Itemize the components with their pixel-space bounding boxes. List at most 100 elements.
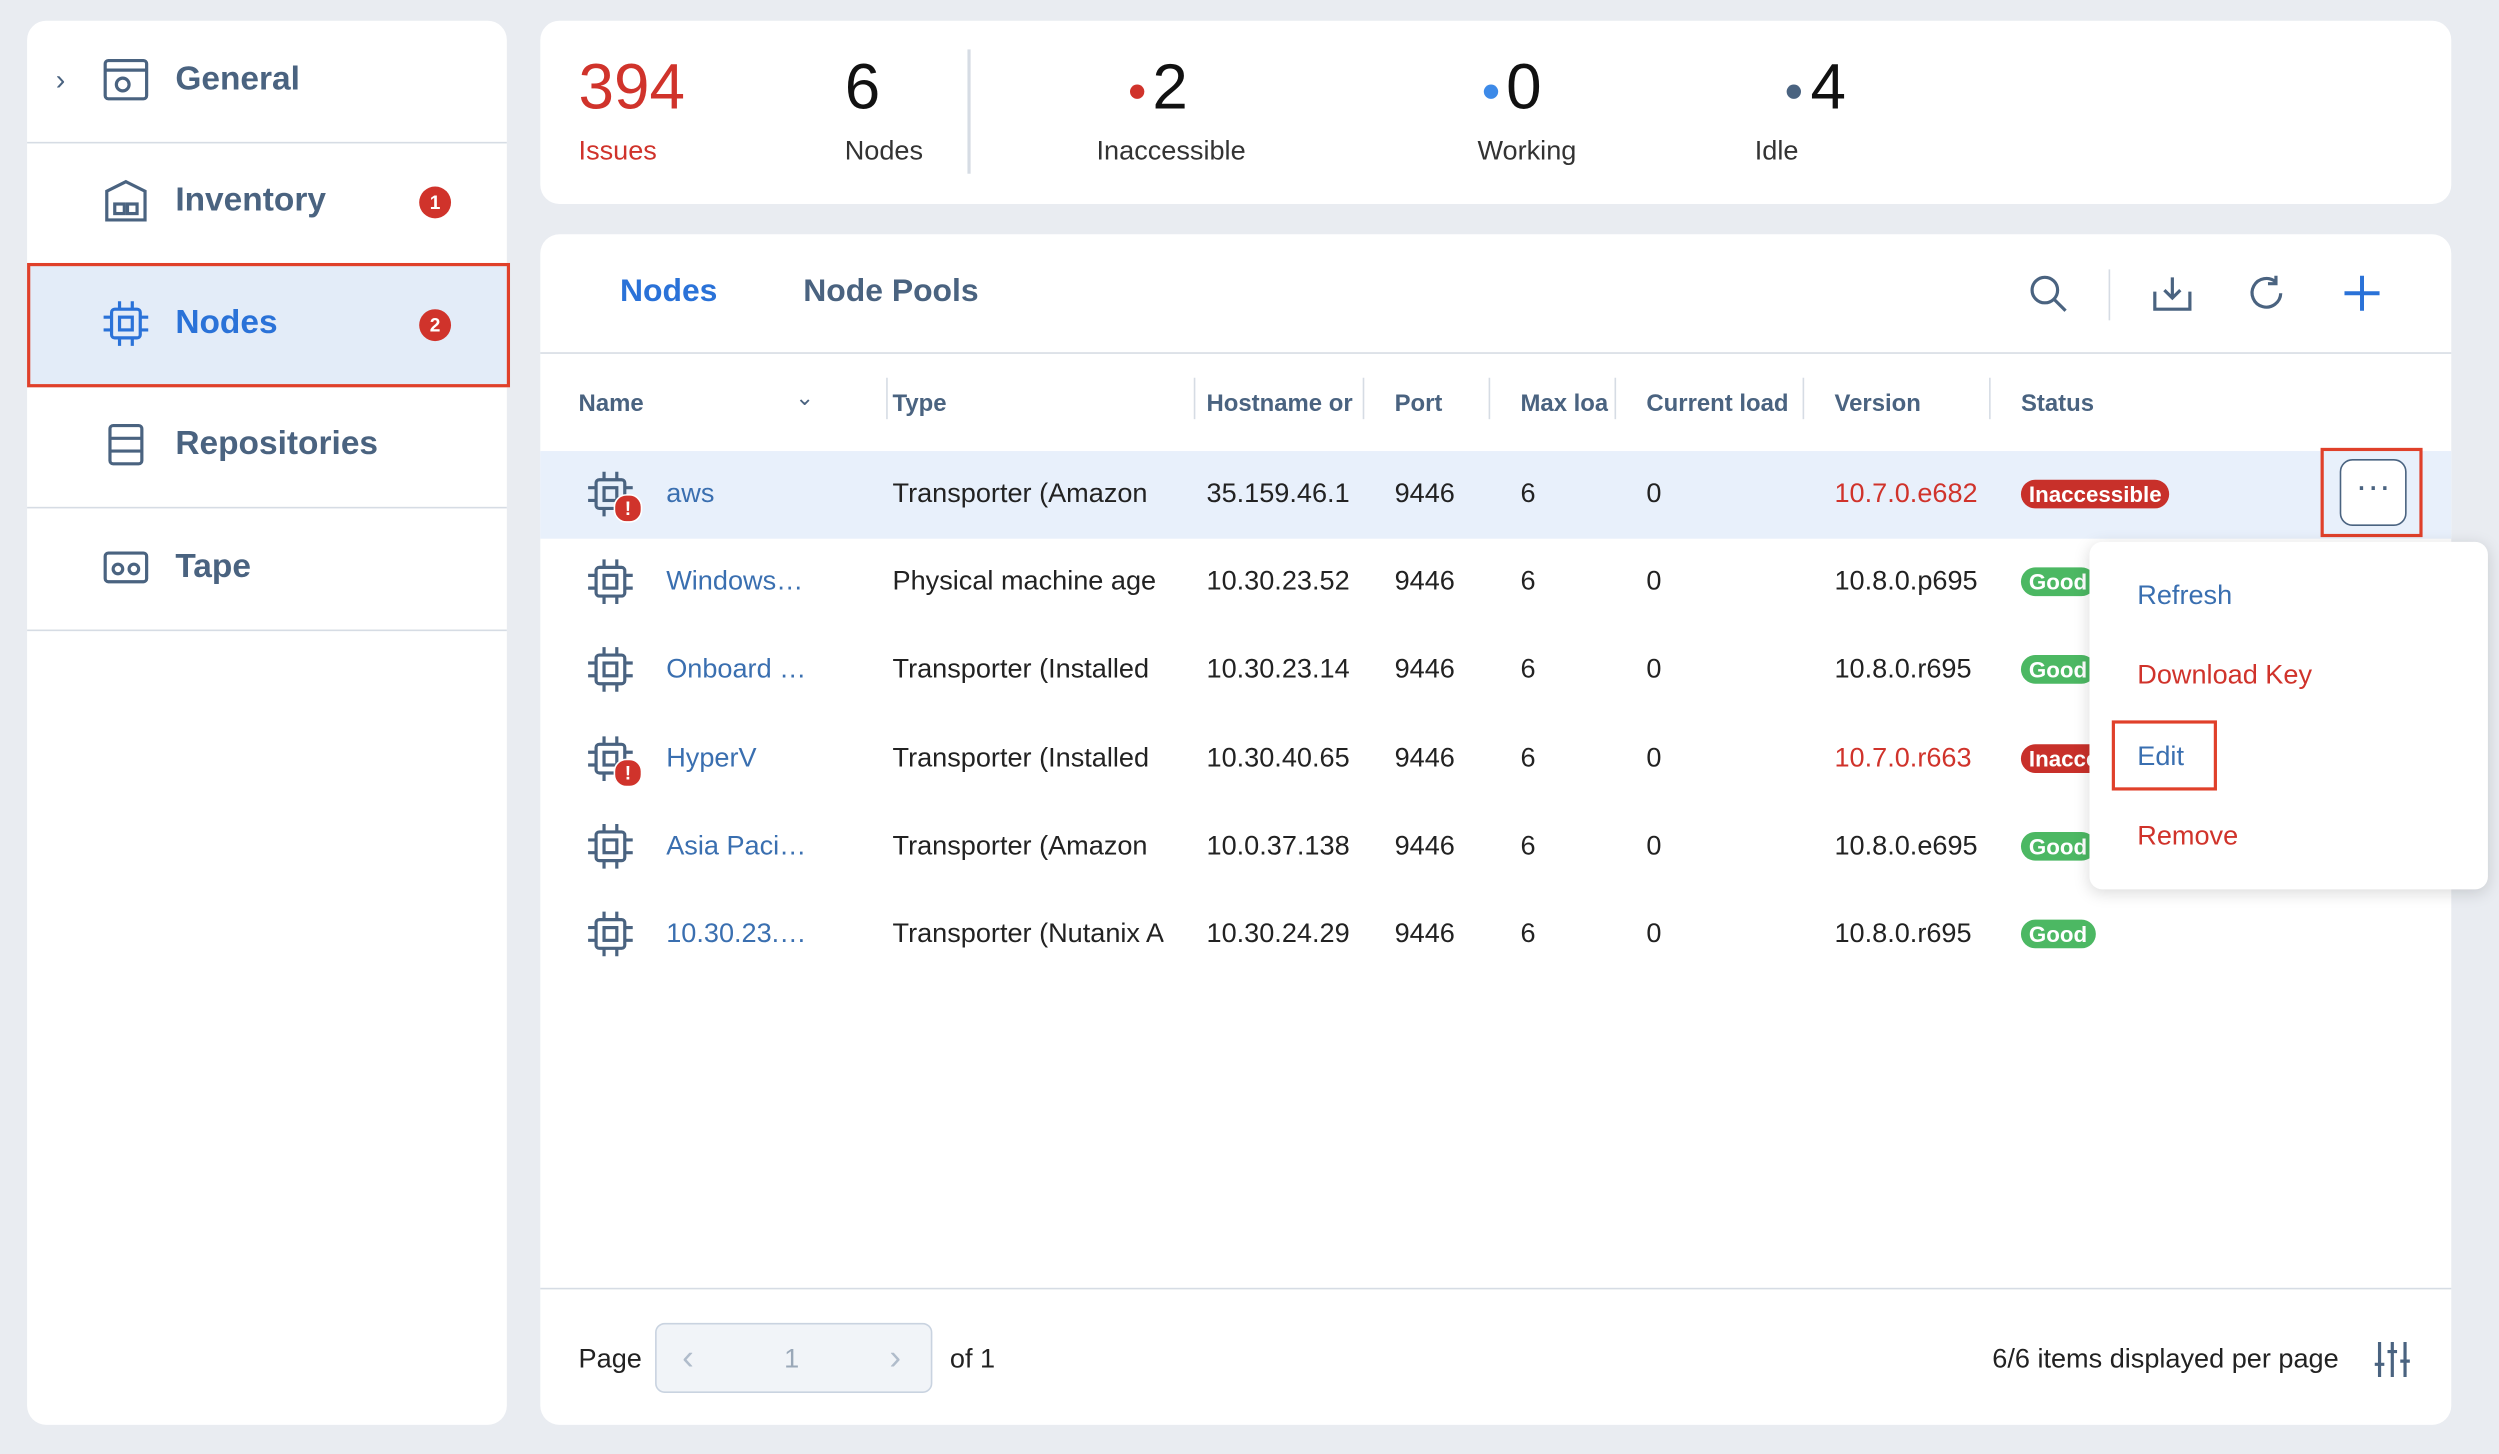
menu-item[interactable]: Refresh	[2137, 580, 2233, 611]
menu-item[interactable]: Edit	[2137, 740, 2184, 771]
sidebar-item[interactable]: Inventory 1	[27, 142, 507, 266]
cell-current-load: 0	[1646, 742, 1662, 773]
label: Tape	[175, 547, 251, 585]
icon	[100, 298, 151, 357]
prev[interactable]: ‹	[682, 1337, 694, 1378]
column-header: Status	[2020, 390, 2095, 418]
badge: 1	[419, 187, 452, 219]
cell-version: 10.7.0.r663	[1834, 742, 1972, 773]
sidebar-item[interactable]: Repositories	[27, 386, 507, 509]
cell-current-load: 0	[1646, 478, 1662, 509]
cell-type: Transporter (Installed	[892, 742, 1150, 773]
column-divider	[1488, 377, 1491, 420]
badge: 2	[419, 308, 452, 341]
node-icon	[585, 557, 636, 616]
column-header: Max loa	[1520, 390, 1609, 418]
more-button[interactable]: ···	[2339, 459, 2407, 526]
cell-version: 10.8.0.r695	[1834, 654, 1972, 685]
icon	[100, 176, 151, 235]
label: Repositories	[175, 425, 379, 463]
cell-type: Transporter (Installed	[892, 654, 1150, 685]
cell-version: 10.7.0.e682	[1834, 478, 1978, 509]
tabs-border	[540, 352, 2452, 354]
cell-hostname: 10.30.24.29	[1206, 918, 1350, 949]
page-total: of 1	[949, 1343, 996, 1374]
cell-hostname: 10.30.23.52	[1206, 566, 1350, 597]
cell-port: 9446	[1394, 566, 1455, 597]
table-row[interactable]: 10.30.23.… Transporter (Nutanix A 10.30.24…	[540, 891, 2451, 979]
next[interactable]: ›	[889, 1337, 902, 1378]
menu-item[interactable]: Remove	[2137, 820, 2239, 851]
state-label: Idle	[1754, 135, 1799, 166]
page-number[interactable]: 1	[784, 1343, 800, 1374]
column-header: Type	[892, 390, 947, 418]
alert-icon: !	[613, 758, 643, 787]
sort-icon[interactable]: ⌄	[795, 384, 815, 410]
table-row[interactable]: ! aws Transporter (Amazon 35.159.46.1 9446 6 0…	[540, 451, 2452, 539]
label: General	[175, 60, 300, 98]
toolbar-button[interactable]	[2027, 273, 2068, 322]
column-header: Port	[1394, 390, 1443, 418]
tab[interactable]: Node Pools	[803, 274, 979, 310]
label: Nodes	[175, 304, 278, 341]
dot	[1130, 84, 1145, 99]
state-label: Working	[1477, 135, 1577, 166]
issues-label: Issues	[578, 135, 657, 166]
column-divider	[1989, 377, 1991, 420]
cell-current-load: 0	[1646, 830, 1662, 861]
divider	[2108, 269, 2111, 321]
table-row[interactable]: Windows… Physical machine age 10.30.23.52 9…	[540, 539, 2451, 627]
cell-version: 10.8.0.p695	[1834, 566, 1978, 597]
toolbar-button[interactable]	[2246, 273, 2287, 322]
status-badge: Good	[2020, 655, 2096, 685]
cell-name: HyperV	[666, 742, 757, 773]
dot	[1483, 84, 1499, 99]
edit-outline	[2111, 720, 2217, 791]
cell-hostname: 10.30.23.14	[1206, 654, 1350, 685]
summary-card: 394 Issues 6 Nodes 2 Inaccessible 0 Working 4 Idl…	[540, 20, 2452, 205]
sidebar-item[interactable]: › General	[27, 21, 507, 144]
cell-name: Asia Paci…	[666, 830, 807, 861]
selection-outline	[27, 262, 511, 387]
pager: ‹ 1 ›	[655, 1322, 933, 1393]
toolbar-button[interactable]	[2341, 273, 2382, 322]
chevron: ›	[55, 63, 66, 96]
icon	[100, 541, 151, 600]
tab[interactable]: Nodes	[619, 274, 718, 310]
cell-type: Transporter (Amazon	[892, 830, 1148, 861]
column-header: Version	[1834, 390, 1921, 418]
cell-name: 10.30.23.…	[666, 918, 807, 949]
state-value: 2	[1152, 52, 1188, 123]
cell-port: 9446	[1394, 742, 1455, 773]
cell-current-load: 0	[1646, 654, 1662, 685]
sidebar-item[interactable]: Tape	[27, 508, 507, 631]
issues-value: 394	[578, 52, 685, 123]
menu-item[interactable]: Download Key	[2137, 660, 2313, 691]
status-badge: Good	[2020, 919, 2096, 949]
alert-icon: !	[613, 494, 643, 523]
sidebar-item[interactable]: Nodes 2	[27, 262, 511, 387]
cell-max-load: 6	[1520, 654, 1536, 685]
cell-hostname: 10.0.37.138	[1206, 830, 1350, 861]
nodes-value: 6	[844, 52, 881, 123]
table-row[interactable]: Asia Paci… Transporter (Amazon 10.0.37.138…	[540, 803, 2451, 891]
label: Inventory	[175, 182, 326, 219]
cell-port: 9446	[1394, 830, 1455, 861]
cell-version: 10.8.0.r695	[1834, 918, 1972, 949]
toolbar-button[interactable]	[2150, 273, 2195, 322]
context-menu: Refresh Download Key Edit Remove	[2089, 541, 2488, 890]
footer-border	[540, 1287, 2452, 1290]
settings[interactable]	[2373, 1339, 2411, 1388]
cell-version: 10.8.0.e695	[1834, 830, 1978, 861]
state-value: 4	[1810, 52, 1847, 123]
icon	[100, 54, 151, 113]
column-divider	[1193, 377, 1196, 420]
cell-port: 9446	[1394, 654, 1455, 685]
cell-name: Windows…	[666, 566, 804, 597]
cell-current-load: 0	[1646, 918, 1662, 949]
icon	[100, 419, 151, 478]
state-label: Inaccessible	[1096, 135, 1246, 166]
table-row[interactable]: Onboard … Transporter (Installed 10.30.23.…	[540, 627, 2451, 715]
